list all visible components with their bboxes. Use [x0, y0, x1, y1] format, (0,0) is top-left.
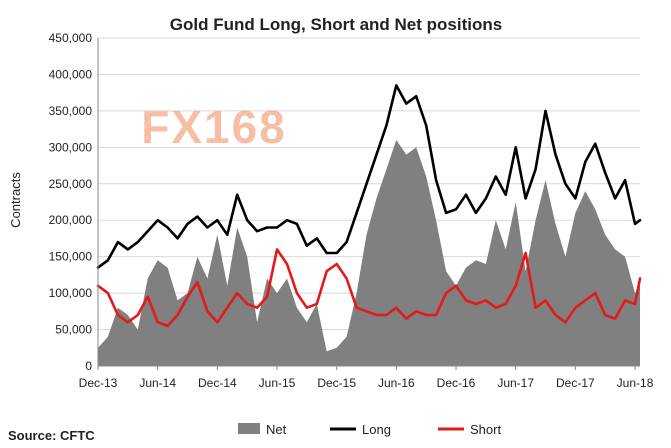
y-tick-label: 350,000 — [49, 104, 93, 118]
watermark: FX168 — [141, 101, 287, 153]
source-label: Source: CFTC — [8, 428, 95, 443]
lines-layer — [96, 84, 642, 328]
x-tick-label: Dec-14 — [198, 376, 237, 390]
x-tick-labels: Dec-13 Jun-14 Dec-14 Jun-15 Dec-15 Jun-16 Dec-… — [79, 366, 654, 390]
y-tick-label: 300,000 — [49, 140, 93, 154]
y-tick-label: 50,000 — [55, 323, 92, 337]
series-net-area — [98, 140, 640, 366]
series-long-line — [96, 84, 642, 269]
legend-label-short: Short — [470, 422, 501, 437]
axes — [97, 38, 640, 367]
x-tick-label: Jun-17 — [497, 376, 534, 390]
y-tick-labels: 0 50,000 100,000 150,000 200,000 250,000 300,0… — [49, 31, 93, 373]
x-tick-label: Jun-14 — [139, 376, 176, 390]
x-tick-label: Dec-16 — [437, 376, 476, 390]
y-tick-label: 100,000 — [49, 286, 93, 300]
series-short-line — [96, 248, 642, 328]
x-tick-label: Jun-18 — [617, 376, 654, 390]
net-area-layer — [98, 140, 640, 366]
y-tick-label: 400,000 — [49, 67, 93, 81]
legend-swatch-net — [238, 423, 260, 434]
x-tick-label: Dec-15 — [317, 376, 356, 390]
y-tick-label: 250,000 — [49, 177, 93, 191]
y-tick-label: 200,000 — [49, 213, 93, 227]
x-tick-label: Jun-16 — [378, 376, 415, 390]
y-tick-label: 450,000 — [49, 31, 93, 45]
x-tick-label: Dec-13 — [79, 376, 118, 390]
watermark-logo: FX168 — [141, 101, 287, 153]
legend-label-net: Net — [266, 422, 287, 437]
y-axis-label: Contracts — [8, 172, 23, 228]
legend: Net Long Short — [238, 422, 501, 437]
legend-label-long: Long — [362, 422, 391, 437]
chart-title: Gold Fund Long, Short and Net positions — [170, 15, 502, 34]
x-tick-label: Jun-15 — [259, 376, 296, 390]
x-tick-label: Dec-17 — [556, 376, 595, 390]
y-tick-label: 150,000 — [49, 250, 93, 264]
y-tick-label: 0 — [85, 359, 92, 373]
